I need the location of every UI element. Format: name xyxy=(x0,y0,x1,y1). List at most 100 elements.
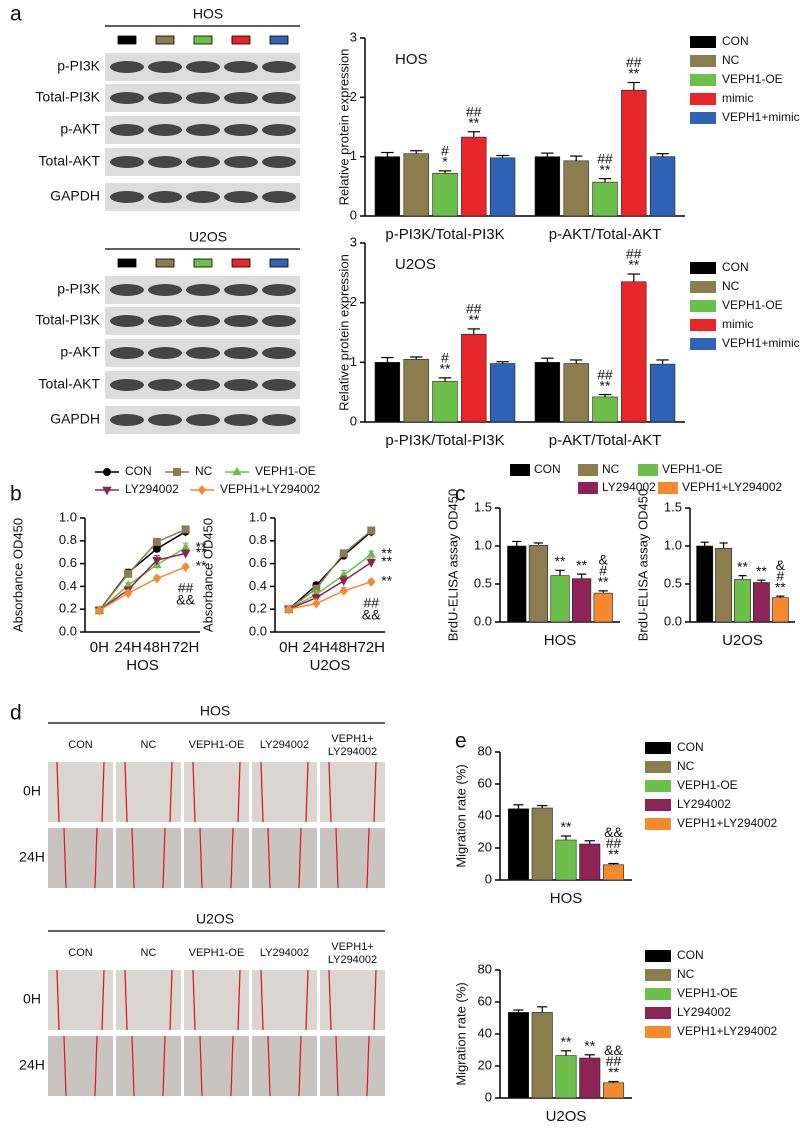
blot-band xyxy=(186,379,220,391)
legend-swatch xyxy=(645,1007,671,1019)
y-tick-label: 1.0 xyxy=(664,537,682,552)
wound-edge xyxy=(199,1035,203,1097)
blot-band xyxy=(110,284,144,296)
wound-edge xyxy=(298,1035,302,1097)
bar xyxy=(432,172,458,217)
point xyxy=(181,562,190,573)
wound-edge xyxy=(169,761,173,823)
bar xyxy=(752,582,770,623)
y-axis-label: Relative protein expression xyxy=(336,49,351,206)
wound-edge xyxy=(328,761,332,823)
lane-marker xyxy=(155,258,175,268)
significance-label: ** xyxy=(775,579,786,595)
lane-marker xyxy=(269,258,289,268)
bar xyxy=(603,864,625,881)
blot-band xyxy=(224,124,258,136)
point xyxy=(124,569,133,578)
blot-band xyxy=(110,414,144,426)
significance-label: # xyxy=(599,563,607,579)
wound-column-label: LY294002 xyxy=(328,954,377,966)
significance-label: & xyxy=(776,557,786,573)
legend-swatch xyxy=(510,464,530,476)
legend-marker xyxy=(173,468,181,476)
wound-edge xyxy=(237,761,241,823)
significance-label: ** xyxy=(468,114,479,130)
y-tick-label: 0.0 xyxy=(664,613,682,628)
significance-label: ** xyxy=(196,544,207,560)
blot-band xyxy=(224,347,258,359)
point xyxy=(180,550,191,559)
significance-label: # xyxy=(441,350,449,366)
panel-label: b xyxy=(10,483,22,506)
series-line xyxy=(288,553,372,610)
lane-marker xyxy=(231,258,251,268)
wound-column-label: VEPH1-OE xyxy=(189,947,245,959)
legend-marker xyxy=(232,466,242,476)
wound-edge xyxy=(131,827,135,889)
blot-row-label: p-AKT xyxy=(60,121,100,137)
legend-swatch xyxy=(690,319,716,331)
wound-title: HOS xyxy=(200,703,230,719)
y-tick-label: 0.2 xyxy=(249,601,267,616)
legend-label: VEPH1+LY294002 xyxy=(677,1024,778,1038)
legend-swatch xyxy=(690,93,716,105)
bar xyxy=(621,89,647,217)
x-tick-label: p-AKT/Total-AKT xyxy=(549,432,662,449)
legend-label: VEPH1-OE xyxy=(722,72,783,86)
wound-edge xyxy=(335,1035,339,1097)
wound-edge xyxy=(267,827,271,889)
wound-image xyxy=(184,828,249,888)
legend-swatch xyxy=(578,482,598,494)
significance-label: ** xyxy=(608,846,619,862)
x-tick-label: 24H xyxy=(302,639,330,656)
legend-label: CON xyxy=(677,948,704,962)
legend-label: CON xyxy=(125,464,152,478)
legend-label: VEPH1+mimic xyxy=(722,110,800,124)
blot-row-label: Total-PI3K xyxy=(35,89,100,105)
significance-label: ** xyxy=(561,1034,572,1050)
bar xyxy=(531,807,553,881)
y-tick-label: 0 xyxy=(485,871,492,886)
x-axis-label: HOS xyxy=(126,657,159,674)
series-line xyxy=(98,566,186,611)
blot-band xyxy=(262,284,296,296)
blot-band xyxy=(148,379,182,391)
x-tick-label: U2OS xyxy=(722,632,763,649)
bar xyxy=(603,1082,625,1099)
blot-row-label: GAPDH xyxy=(50,188,100,204)
significance-label: ## xyxy=(626,246,642,262)
point xyxy=(123,588,133,599)
blot-band xyxy=(262,347,296,359)
legend-label: CON xyxy=(722,260,749,274)
y-axis-label: Absorbance OD450 xyxy=(200,518,215,632)
y-tick-label: 40 xyxy=(478,807,492,822)
significance-label: ## xyxy=(606,1053,622,1069)
wound-row-label: 24H xyxy=(19,1057,45,1073)
wound-edge xyxy=(169,969,173,1031)
legend-swatch xyxy=(690,262,716,274)
wound-row-label: 0H xyxy=(23,783,41,799)
bar xyxy=(696,545,714,623)
y-tick-label: 1 xyxy=(350,354,357,369)
y-tick-label: 0.0 xyxy=(59,623,77,638)
legend-swatch xyxy=(645,780,671,792)
wound-column-label: LY294002 xyxy=(328,746,377,758)
wound-column-label: VEPH1+ xyxy=(331,941,374,953)
legend-swatch xyxy=(645,818,671,830)
wound-row-label: 0H xyxy=(23,991,41,1007)
y-tick-label: 0.0 xyxy=(249,623,267,638)
blot-band xyxy=(148,191,182,203)
wound-edge xyxy=(230,827,234,889)
y-tick-label: 1.5 xyxy=(474,499,492,514)
lane-marker xyxy=(269,35,289,45)
wound-edge xyxy=(298,827,302,889)
blot-band xyxy=(186,414,220,426)
bar xyxy=(579,1057,601,1099)
blot-band xyxy=(224,379,258,391)
wound-image xyxy=(252,1036,317,1096)
significance-label: ** xyxy=(381,545,392,561)
legend-label: CON xyxy=(534,462,561,476)
point xyxy=(366,549,376,558)
legend-marker xyxy=(197,485,207,495)
blot-title: U2OS xyxy=(189,229,227,245)
